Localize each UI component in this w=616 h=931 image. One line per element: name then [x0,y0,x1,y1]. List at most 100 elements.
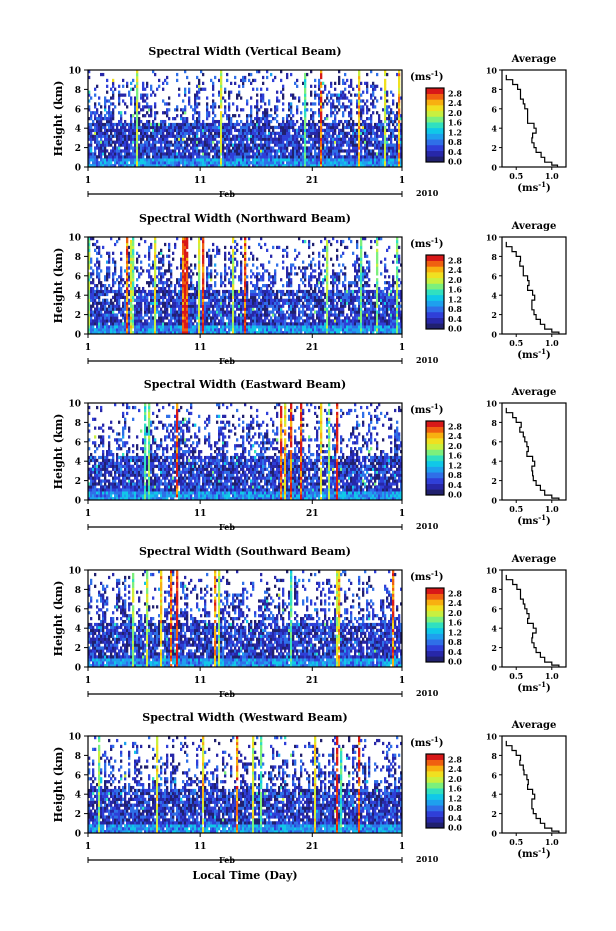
heatmap-cell [218,134,221,138]
heatmap-cell [242,298,245,302]
heatmap-cell [268,304,271,308]
heatmap-cell [130,269,133,273]
heatmap-cell [142,105,145,109]
heatmap-cell [334,128,337,133]
heatmap-cell [136,260,139,264]
heatmap-cell [232,281,235,285]
heatmap-cell [360,143,363,147]
heatmap-cell [210,272,213,276]
heatmap-cell [186,257,189,261]
heatmap-cell [118,319,121,323]
heatmap-cell [198,128,201,133]
heatmap-cell [244,286,247,291]
heatmap-cell [236,119,239,124]
heatmap-cell [320,114,323,118]
heatmap-cell [210,269,213,273]
heatmap-cell [274,269,277,273]
heatmap-cell [278,328,281,332]
heatmap-cell [350,114,353,118]
heatmap-cell [120,295,123,300]
heatmap-cell [304,140,307,144]
heatmap-cell [208,257,211,261]
heatmap-cell [134,143,137,147]
heatmap-cell [374,164,377,168]
heatmap-cell [96,155,99,159]
heatmap-cell [164,137,167,141]
heatmap-cell [250,292,253,297]
heatmap-cell [126,266,129,270]
heatmap-cell [286,125,289,130]
heatmap-cell [326,93,329,97]
heatmap-cell [200,122,203,127]
heatmap-cell [120,111,123,115]
heatmap-cell [208,298,211,302]
heatmap-cell [364,122,367,127]
heatmap-cell [152,307,155,311]
heatmap-cell [314,149,317,153]
heatmap-cell [106,269,109,273]
heatmap-cell [354,149,357,153]
heatmap-cell [214,158,217,162]
heatmap-cell [380,155,383,159]
heatmap-cell [166,140,169,144]
heatmap-cell [248,307,251,311]
heatmap-cell [386,140,389,144]
heatmap-cell [348,90,351,94]
heatmap-cell [126,251,129,255]
heatmap-cell [374,87,377,91]
heatmap-cell [202,263,205,267]
heatmap-cell [384,84,387,88]
heatmap-cell [178,295,181,300]
heatmap-cell [200,295,203,300]
heatmap-cell [258,304,261,308]
heatmap-cell [236,242,239,247]
heatmap-cell [98,272,101,276]
heatmap-cell [108,108,111,112]
heatmap-cell [188,319,191,323]
heatmap-cell [278,322,281,326]
heatmap-cell [186,284,189,288]
heatmap-cell [350,140,353,144]
heatmap-cell [194,105,197,109]
heatmap-cell [184,93,187,97]
heatmap-cell [330,155,333,159]
heatmap-cell [156,125,159,130]
heatmap-cell [228,140,231,144]
heatmap-cell [188,99,191,103]
heatmap-cell [100,152,103,156]
heatmap-cell [344,87,347,91]
heatmap-cell [192,140,195,144]
heatmap-cell [240,143,243,147]
heatmap-cell [126,158,129,162]
heatmap-cell [186,307,189,311]
heatmap-cell [114,316,117,320]
heatmap-cell [260,245,263,250]
heatmap-cell [244,134,247,138]
heatmap-cell [98,295,101,300]
heatmap-cell [218,131,221,135]
heatmap-cell [110,125,113,130]
heatmap-cell [120,313,123,317]
heatmap-cell [226,310,229,314]
heatmap-cell [386,122,389,127]
heatmap-cell [126,328,129,332]
heatmap-cell [148,248,151,252]
heatmap-cell [212,313,215,317]
heatmap-cell [220,122,223,127]
heatmap-cell [150,134,153,138]
heatmap-cell [220,131,223,135]
heatmap-cell [370,119,373,124]
heatmap-cell [224,284,227,288]
heatmap-cell [170,295,173,300]
heatmap-cell [256,310,259,314]
heatmap-cell [384,131,387,135]
heatmap-cell [234,128,237,133]
heatmap-cell [288,137,291,141]
heatmap-cell [98,143,101,147]
heatmap-cell [330,96,333,100]
heatmap-cell [268,128,271,133]
heatmap-cell [182,242,185,247]
heatmap-cell [128,128,131,133]
heatmap-cell [288,143,291,147]
heatmap-cell [168,161,171,165]
